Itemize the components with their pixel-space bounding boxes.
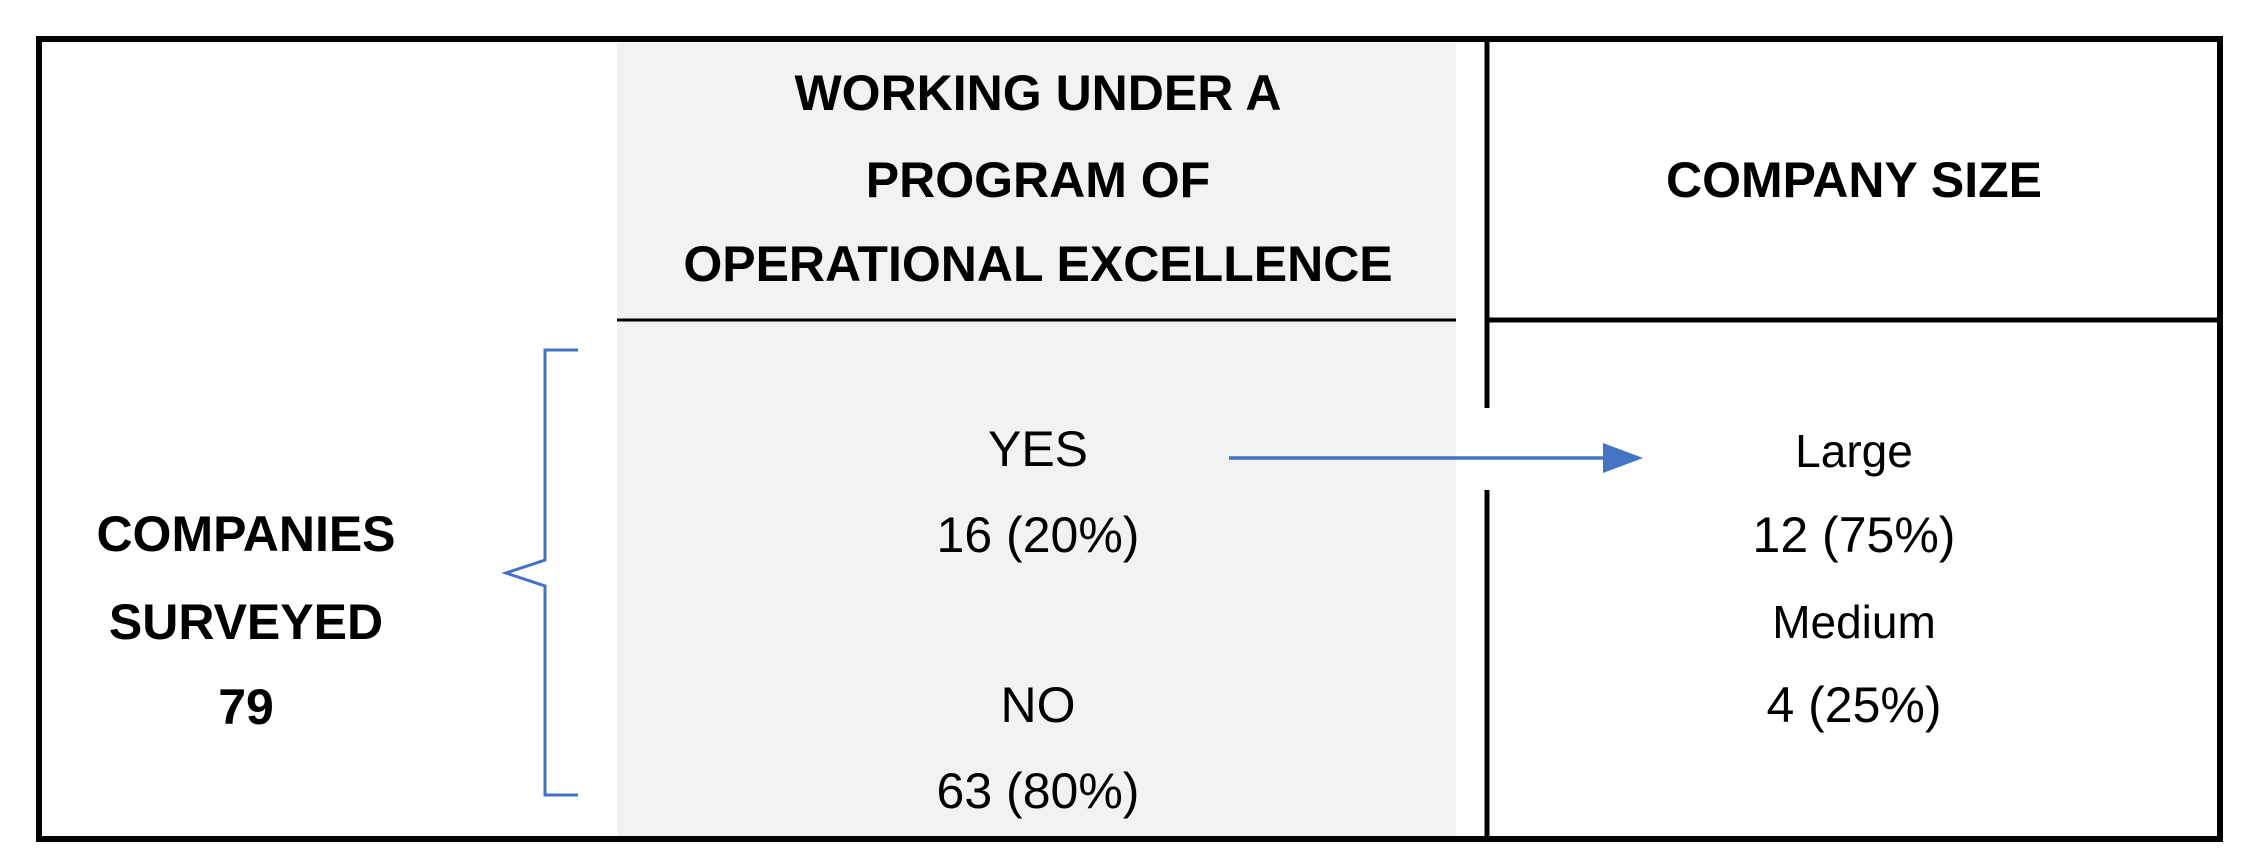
column-header: PROGRAM OF bbox=[866, 152, 1210, 208]
row-label: COMPANIES bbox=[96, 506, 395, 562]
item-label: YES bbox=[988, 421, 1088, 477]
item-label: NO bbox=[1001, 677, 1076, 733]
item-value: 63 (80%) bbox=[937, 763, 1140, 819]
brace bbox=[501, 348, 578, 797]
shaded-column bbox=[617, 43, 1456, 836]
column-header: COMPANY SIZE bbox=[1666, 152, 2042, 208]
item-value: 12 (75%) bbox=[1753, 507, 1956, 563]
column-header: WORKING UNDER A bbox=[794, 65, 1281, 121]
row-label: 79 bbox=[218, 679, 274, 735]
item-label: Medium bbox=[1772, 596, 1936, 648]
item-label: Large bbox=[1795, 425, 1913, 477]
item-value: 4 (25%) bbox=[1766, 677, 1941, 733]
row-label: SURVEYED bbox=[109, 594, 383, 650]
item-value: 16 (20%) bbox=[937, 507, 1140, 563]
column-header: OPERATIONAL EXCELLENCE bbox=[683, 236, 1392, 292]
outer-border bbox=[36, 36, 2223, 842]
arrow-head bbox=[1603, 443, 1643, 473]
